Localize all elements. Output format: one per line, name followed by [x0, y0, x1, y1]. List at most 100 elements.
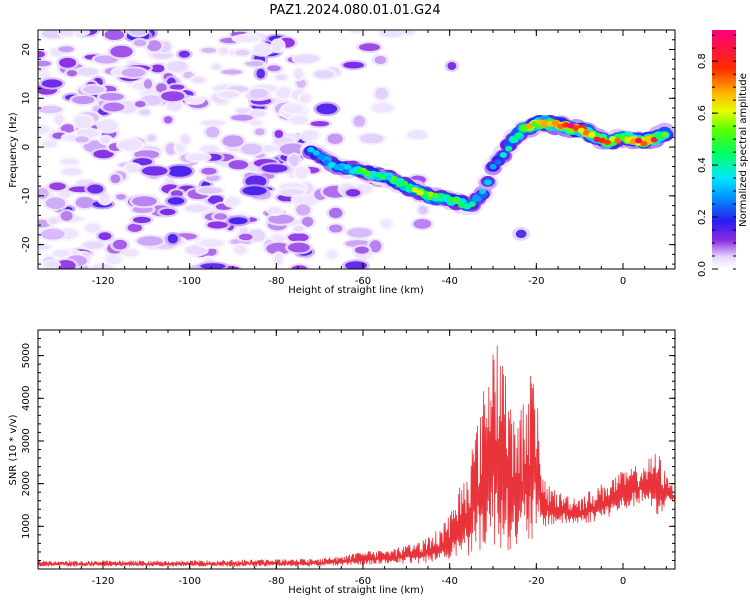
noise-blob [103, 102, 125, 112]
figure-title: PAZ1.2024.080.01.01.G24 [269, 3, 440, 18]
y-tick-label: -10 [21, 188, 32, 204]
noise-blob [61, 158, 78, 165]
noise-blob [225, 196, 240, 206]
noise-blob [267, 65, 281, 72]
spectrogram-x-ticks: -120 -100 -80 -60 -40 -20 0 [37, 30, 667, 287]
ridge-blob [364, 170, 372, 177]
noise-blob [94, 55, 118, 64]
y-tick-label: -20 [21, 236, 32, 252]
noise-blob [156, 83, 167, 93]
noise-blob [74, 115, 92, 128]
ridge-blob [479, 188, 487, 195]
noise-blob [45, 197, 66, 209]
noise-blob [116, 194, 126, 200]
noise-blob [187, 153, 209, 161]
x-tick-label: -100 [178, 276, 201, 287]
noise-blob [83, 241, 104, 249]
noise-blob [99, 93, 125, 101]
noise-blob [85, 223, 101, 233]
ridge-blob [442, 196, 450, 203]
noise-blob [360, 133, 384, 144]
noise-blob [121, 249, 139, 257]
noise-blob [296, 204, 311, 216]
noise-blob [407, 130, 427, 140]
ridge-blob [499, 152, 507, 158]
noise-blob [276, 74, 287, 80]
y-tick-label: 1000 [21, 514, 32, 539]
noise-blob [180, 134, 190, 145]
noise-blob [273, 40, 283, 52]
ridge-blob [635, 137, 643, 144]
noise-blob [83, 85, 104, 94]
noise-blob [167, 233, 178, 244]
noise-blob [58, 46, 74, 53]
ridge-blob [515, 132, 523, 138]
x-tick-label: -40 [441, 276, 457, 287]
noise-blob [327, 250, 338, 259]
spectrogram-x-axis-label: Height of straight line (km) [288, 285, 424, 296]
ridge-blob [484, 179, 492, 185]
noise-blob [41, 79, 63, 88]
noise-blob [58, 190, 71, 198]
ridge-blob [390, 175, 398, 182]
x-tick-label: -20 [528, 276, 544, 287]
spectrogram-y-ticks: -20 -10 0 10 20 [21, 29, 675, 265]
noise-blob [294, 54, 320, 63]
noise-blob [291, 265, 308, 269]
noise-blob [187, 97, 203, 103]
noise-blob [200, 145, 219, 153]
noise-blob [45, 261, 58, 268]
noise-blob [53, 250, 70, 257]
ridge-blob [473, 195, 481, 202]
noise-blob [254, 128, 265, 136]
noise-blob [186, 245, 206, 255]
y-tick-label: 4000 [21, 386, 32, 411]
ridge-blob [468, 201, 476, 207]
noise-blob [293, 193, 318, 206]
noise-blob [38, 60, 51, 67]
x-tick-label: -120 [92, 276, 115, 287]
noise-blob [143, 79, 153, 89]
colorbar-tick-label: 0.0 [697, 261, 708, 277]
noise-blob [301, 216, 314, 227]
noise-blob [133, 39, 147, 47]
x-tick-label: -40 [441, 576, 457, 587]
ridge-blob [603, 139, 612, 146]
noise-blob [42, 141, 57, 148]
noise-blob [141, 166, 168, 176]
noise-blob [345, 261, 367, 269]
noise-blob [93, 149, 114, 159]
ridge-blob [567, 122, 575, 129]
noise-blob [374, 55, 387, 65]
noise-blob [354, 246, 369, 254]
noise-blob [289, 154, 299, 166]
noise-blob [245, 61, 263, 67]
noise-blob [129, 30, 147, 36]
noise-blob [266, 242, 291, 255]
noise-blob [375, 87, 389, 100]
noise-blob [228, 217, 248, 225]
noise-blob [294, 225, 304, 232]
ridge-blob [505, 145, 513, 152]
noise-blob [101, 136, 111, 144]
noise-blob [49, 217, 59, 224]
x-tick-label: -120 [92, 576, 115, 587]
ridge-blob [572, 125, 580, 131]
noise-blob [261, 164, 288, 173]
noise-blob [219, 47, 228, 55]
noise-blob [350, 30, 364, 33]
noise-blob [256, 68, 266, 79]
noise-blob [274, 253, 283, 265]
ridge-blob [650, 136, 658, 143]
ridge-blob [655, 134, 664, 140]
noise-blob [104, 30, 124, 40]
ridge-blob [411, 187, 419, 193]
x-tick-label: -60 [355, 576, 371, 587]
snr-panel: -120 -100 -80 -60 -40 -20 0 1000 2000 3000 4000 50… [8, 329, 676, 596]
noise-blob [183, 71, 194, 79]
ridge-blob [317, 154, 325, 161]
ridge-blob [333, 164, 341, 170]
noise-blob [135, 101, 146, 108]
ridge-blob [432, 192, 440, 199]
